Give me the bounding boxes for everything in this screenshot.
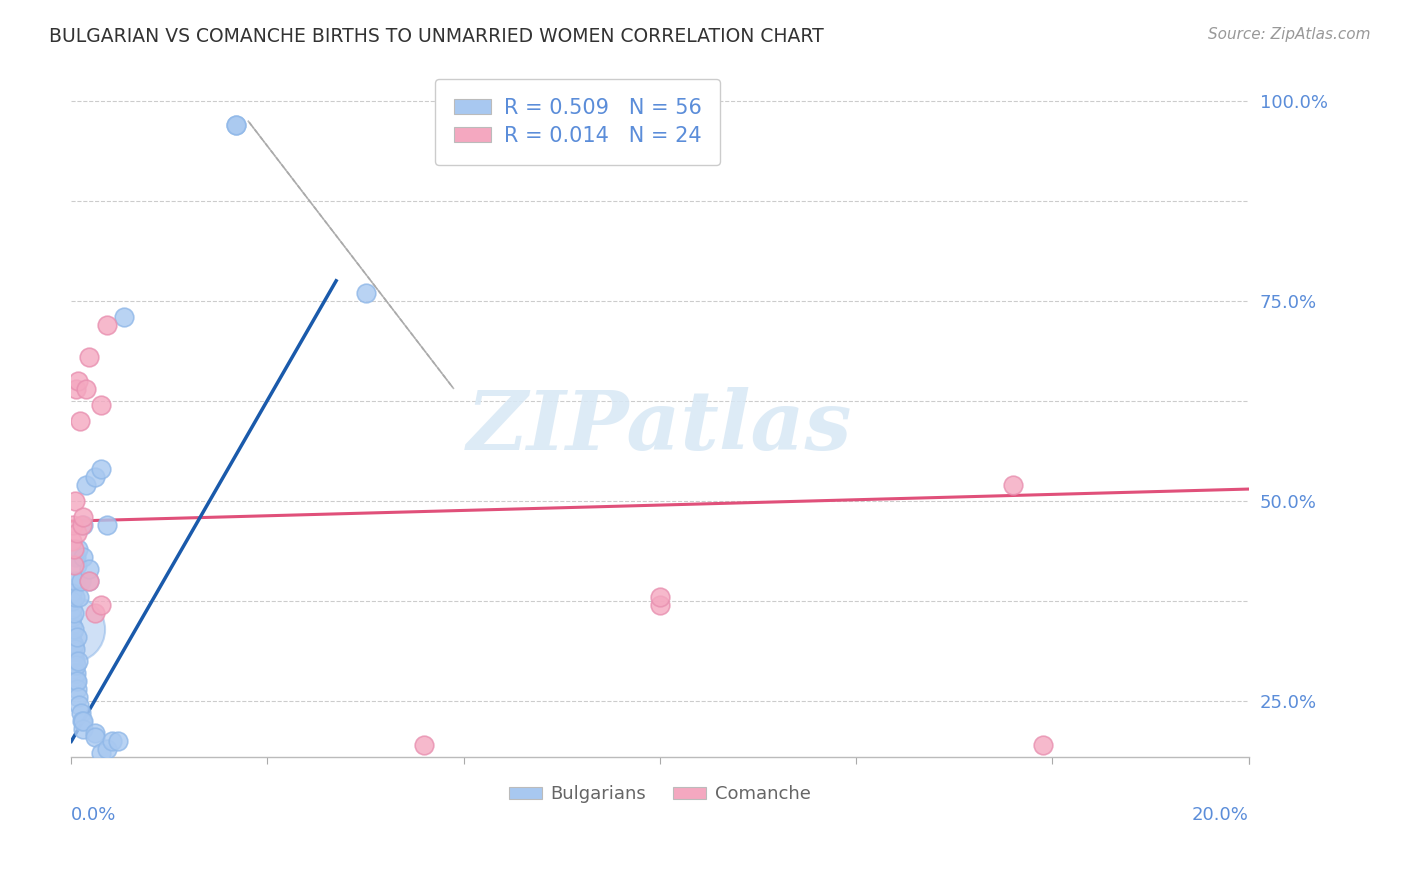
Point <box>62 658 84 673</box>
Point <box>66 558 89 573</box>
Point <box>67 690 90 705</box>
Point <box>67 374 90 388</box>
Point <box>413 739 436 753</box>
Point <box>96 518 118 533</box>
Point <box>63 654 86 668</box>
Point <box>72 518 94 533</box>
Point <box>62 638 84 652</box>
Point <box>107 734 129 748</box>
Text: Source: ZipAtlas.com: Source: ZipAtlas.com <box>1208 27 1371 42</box>
Point <box>66 630 89 644</box>
Point <box>62 610 84 624</box>
Point <box>62 586 84 600</box>
Point <box>648 591 671 605</box>
Text: 0.0%: 0.0% <box>72 805 117 823</box>
Point <box>101 734 124 748</box>
Point <box>63 670 86 684</box>
Point <box>70 518 93 533</box>
Point <box>65 382 87 396</box>
Point <box>63 542 86 557</box>
Point <box>225 118 247 132</box>
Point <box>63 574 86 589</box>
Point <box>1002 478 1025 492</box>
Point <box>63 494 86 508</box>
Point <box>69 706 91 721</box>
Point <box>65 658 87 673</box>
Point <box>67 542 90 557</box>
Point <box>1032 739 1054 753</box>
Point <box>69 574 91 589</box>
Point <box>83 731 105 745</box>
Point <box>66 526 89 541</box>
Point <box>62 534 84 549</box>
Point <box>70 714 93 729</box>
Point <box>77 574 100 589</box>
Point <box>75 478 97 492</box>
Point <box>65 674 87 689</box>
Point <box>63 591 86 605</box>
Point <box>90 747 112 761</box>
Point <box>77 350 100 364</box>
Point <box>77 562 100 576</box>
Point <box>90 462 112 476</box>
Point <box>90 398 112 412</box>
Point <box>225 782 247 797</box>
Point <box>62 662 84 676</box>
Point <box>62 650 84 665</box>
Point <box>69 698 91 713</box>
Point <box>62 650 84 665</box>
Point <box>62 622 84 636</box>
Point <box>77 574 100 589</box>
Point <box>83 606 105 620</box>
Legend: Bulgarians, Comanche: Bulgarians, Comanche <box>502 778 818 810</box>
Point <box>65 550 87 565</box>
Point <box>69 414 91 428</box>
Point <box>66 674 89 689</box>
Point <box>69 591 91 605</box>
Point <box>75 382 97 396</box>
Point <box>83 726 105 740</box>
Point <box>225 118 247 132</box>
Point <box>63 642 86 657</box>
Point <box>62 626 84 640</box>
Point <box>60 622 83 636</box>
Point <box>62 606 84 620</box>
Point <box>72 550 94 565</box>
Point <box>62 518 84 533</box>
Point <box>65 666 87 681</box>
Text: 20.0%: 20.0% <box>1192 805 1249 823</box>
Point <box>648 598 671 612</box>
Point <box>83 470 105 484</box>
Point <box>67 654 90 668</box>
Point <box>90 598 112 612</box>
Point <box>354 285 377 300</box>
Point <box>72 723 94 737</box>
Point <box>72 510 94 524</box>
Point <box>72 714 94 729</box>
Point <box>96 742 118 756</box>
Point <box>112 310 135 324</box>
Text: ZIPatlas: ZIPatlas <box>467 387 852 467</box>
Point <box>66 682 89 697</box>
Point <box>62 642 84 657</box>
Point <box>62 602 84 616</box>
Text: BULGARIAN VS COMANCHE BIRTHS TO UNMARRIED WOMEN CORRELATION CHART: BULGARIAN VS COMANCHE BIRTHS TO UNMARRIE… <box>49 27 824 45</box>
Point <box>62 558 84 573</box>
Point <box>96 318 118 332</box>
Point <box>62 594 84 608</box>
Point <box>62 618 84 632</box>
Point <box>62 634 84 648</box>
